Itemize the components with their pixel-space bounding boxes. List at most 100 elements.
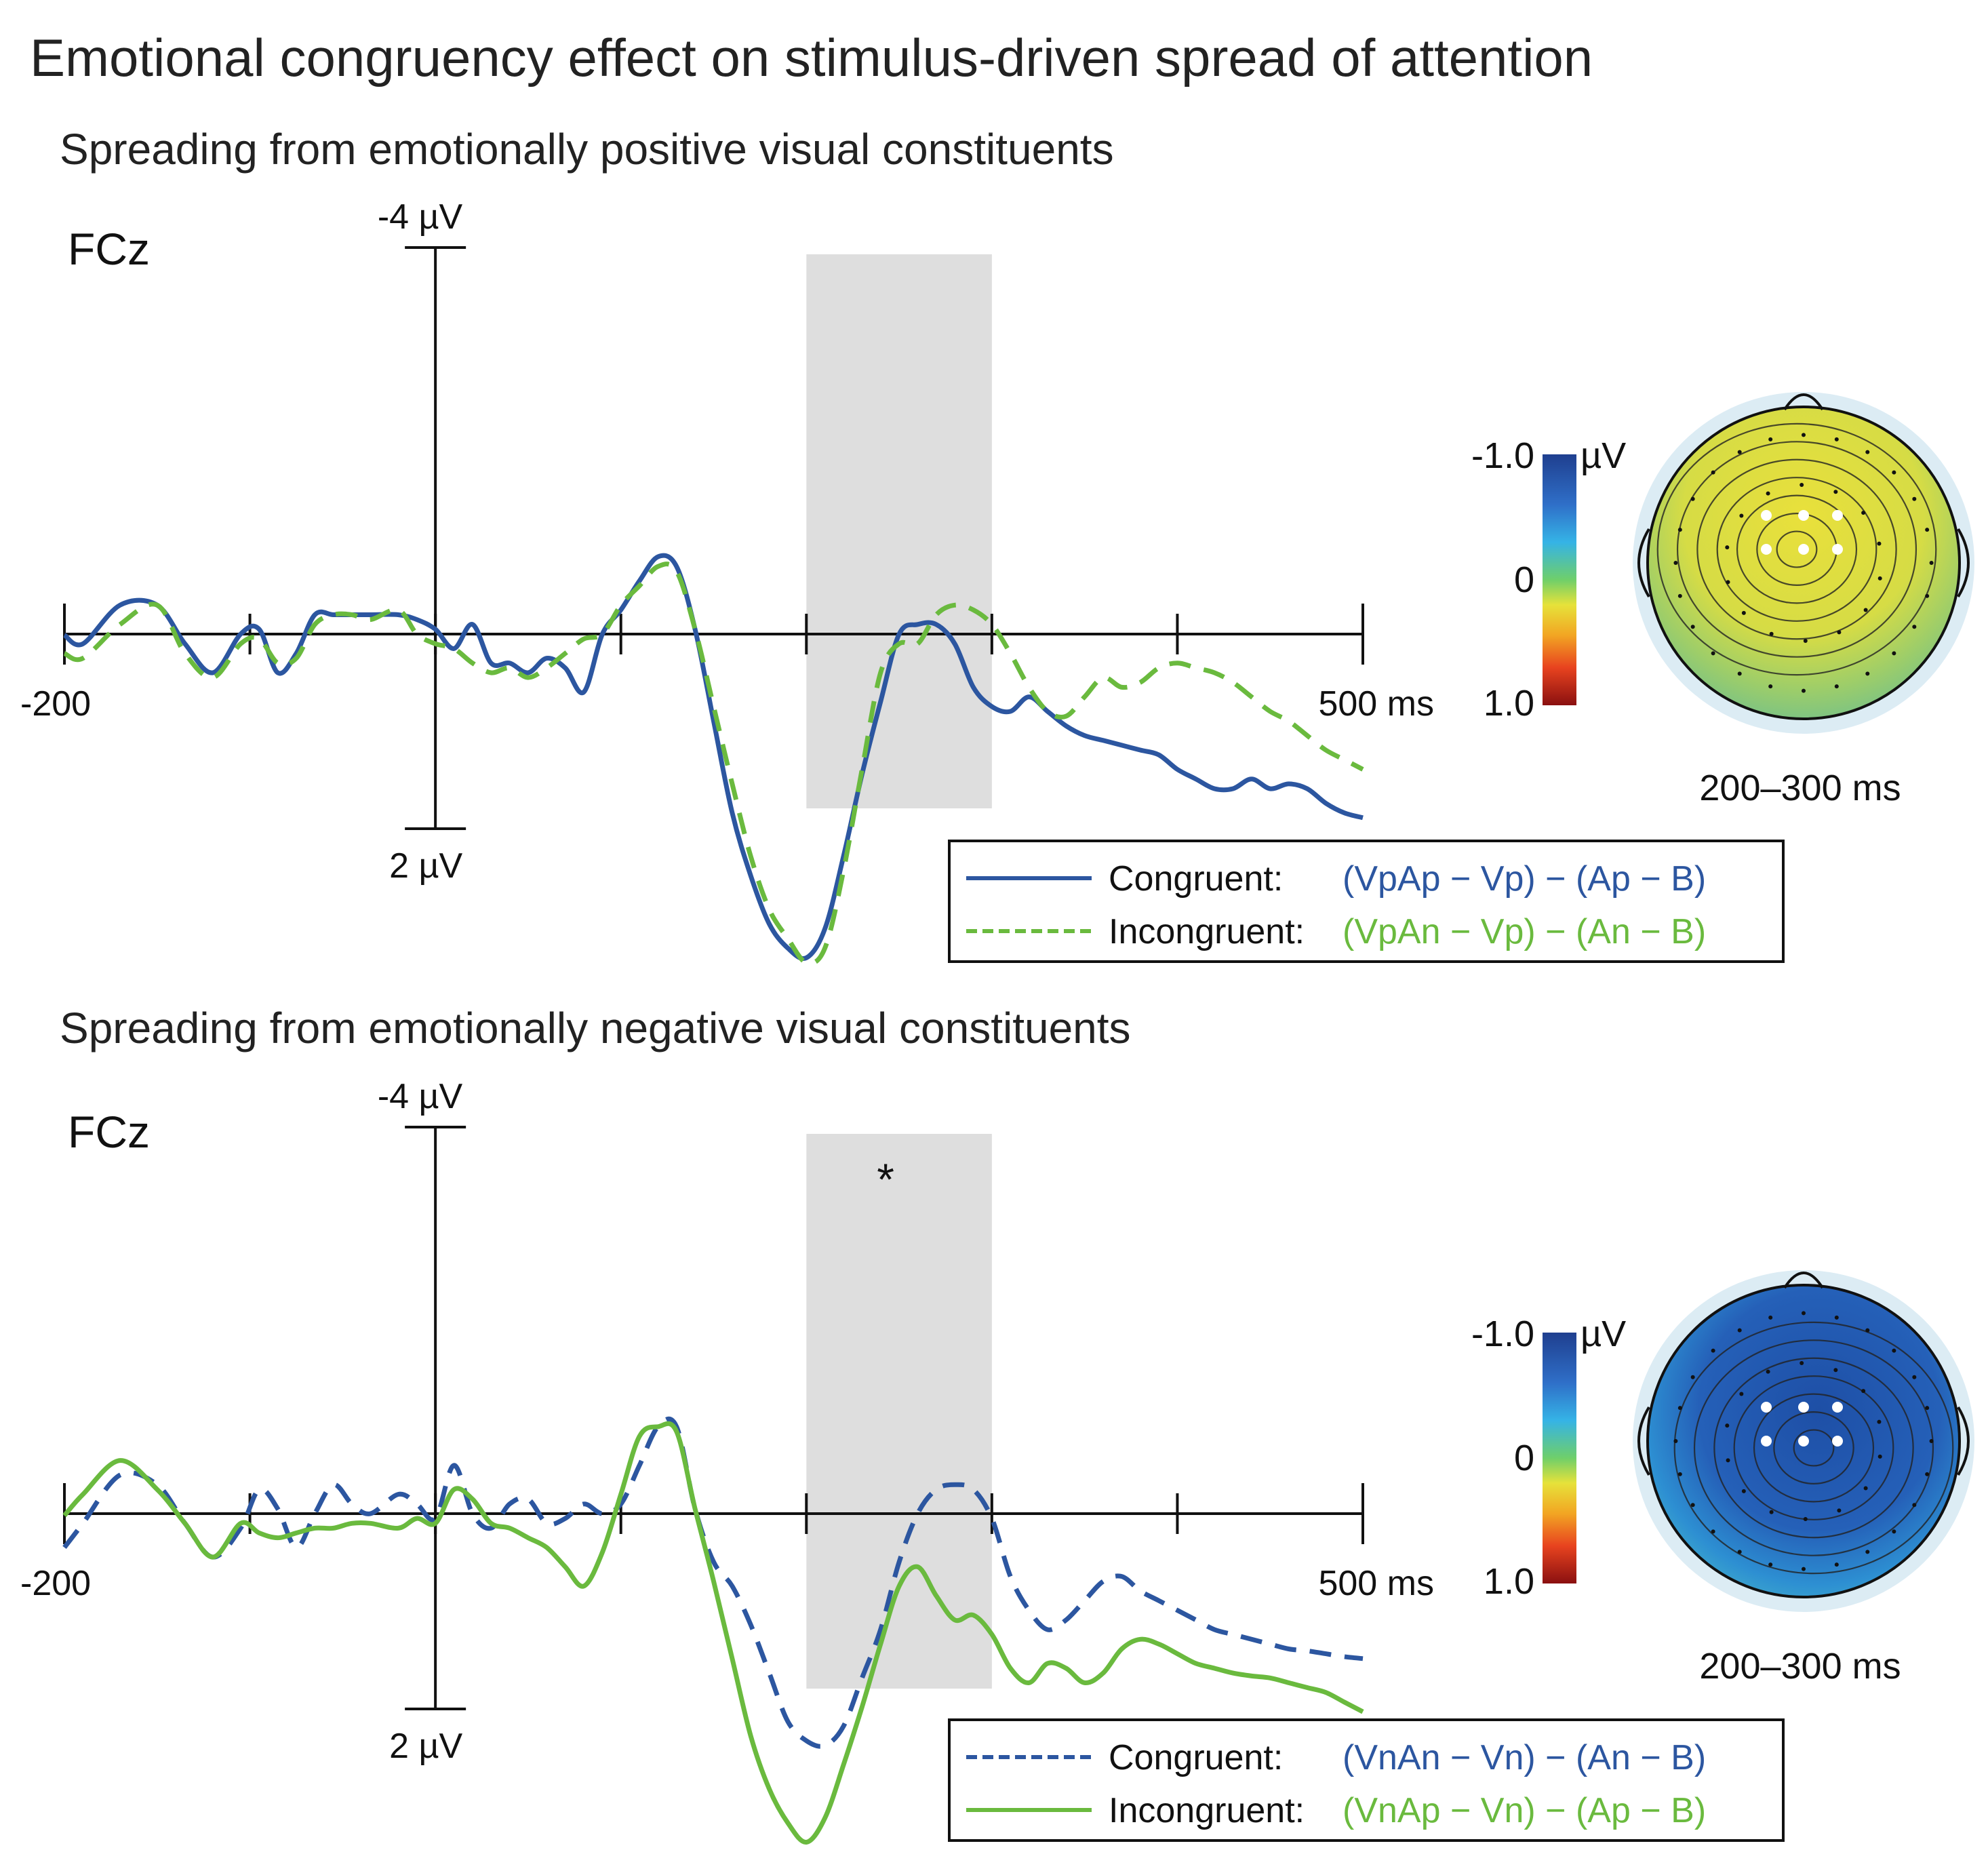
topomap-electrode (1800, 483, 1804, 488)
topomap-contour (1656, 422, 1937, 676)
topomap-contour (1776, 530, 1818, 568)
topomap-electrode (1690, 625, 1695, 629)
topomap-electrode (1677, 1472, 1682, 1476)
electrode-label: FCz (68, 1107, 150, 1157)
topomap-electrode (1803, 638, 1808, 643)
topomap-head (1646, 406, 1961, 720)
topomap-electrode (1925, 528, 1930, 532)
topomap-electrode (1726, 1458, 1730, 1463)
topomap-roi-electrode (1832, 1402, 1843, 1413)
topomap-electrode (1865, 671, 1870, 676)
topomap-electrode (1802, 1567, 1806, 1571)
topomap-electrode (1929, 561, 1934, 565)
topomap-roi-electrode (1798, 1436, 1809, 1446)
topomap-electrode (1768, 1315, 1773, 1320)
topomap-electrode (1834, 684, 1839, 689)
topomap-electrode (1803, 1516, 1808, 1521)
topomap-electrode (1769, 631, 1774, 636)
topomap-electrode (1892, 1348, 1896, 1353)
time-window-highlight (806, 1134, 992, 1689)
colorbar-mid-label: 0 (1514, 559, 1534, 600)
topomap-electrode (1741, 1489, 1746, 1493)
series-line-congruent (62, 1416, 1364, 1749)
topomap-electrode (1833, 1368, 1838, 1373)
figure-title: Emotional congruency effect on stimulus-… (30, 28, 1593, 87)
topomap-contour (1693, 1339, 1934, 1556)
topomap-electrode (1690, 1503, 1695, 1508)
topomap-roi-electrode (1761, 1402, 1772, 1413)
topomap-right-ear (1957, 1406, 1970, 1476)
topomap-electrode (1892, 651, 1896, 656)
topomap-contour (1713, 1357, 1914, 1539)
legend-box (948, 1718, 1785, 1842)
x-start-label: -200 (20, 684, 91, 724)
topomap-contour (1793, 1429, 1835, 1467)
topomap-electrode (1741, 610, 1746, 615)
topomap-left-ear (1637, 1406, 1650, 1476)
topomap-electrode (1737, 450, 1742, 454)
topomap-roi-electrode (1798, 544, 1809, 555)
topomap-electrode (1802, 1311, 1806, 1316)
topomap-electrode (1861, 1389, 1866, 1394)
colorbar-bottom-label: 1.0 (1484, 683, 1534, 724)
topomap-electrode (1766, 1369, 1770, 1374)
colorbar-top-label: -1.0 (1471, 1314, 1534, 1354)
topomap-electrode (1834, 437, 1839, 441)
colorbar-unit: µV (1581, 1314, 1626, 1354)
topomap-roi-electrode (1832, 544, 1843, 555)
panel-positive: Spreading from emotionally positive visu… (20, 125, 1974, 966)
legend-formula: (VpAn − Vp) − (An − B) (1343, 912, 1706, 951)
y-top-label: -4 µV (378, 197, 463, 237)
legend-formula: (VnAn − Vn) − (An − B) (1343, 1738, 1706, 1777)
topomap-electrode (1912, 625, 1917, 629)
colorbar-mid-label: 0 (1514, 1438, 1534, 1478)
significance-marker: * (877, 1154, 894, 1204)
series-line-incongruent (63, 562, 1364, 966)
y-bottom-label: 2 µV (389, 846, 462, 886)
topomap-contour (1733, 1375, 1894, 1520)
topomap-electrode (1690, 1375, 1695, 1379)
colorbar (1543, 454, 1576, 705)
topomap-electrode (1737, 1550, 1742, 1554)
topomap-contour (1696, 458, 1897, 640)
topomap-electrode (1737, 671, 1742, 676)
topomap-right-ear (1957, 528, 1970, 598)
legend-box (948, 840, 1785, 963)
series-line-congruent (62, 553, 1364, 961)
topomap-electrode (1863, 608, 1868, 612)
topomap-electrode (1725, 545, 1730, 550)
topomap-electrode (1766, 491, 1770, 496)
topomap-electrode (1673, 561, 1678, 565)
colorbar-unit: µV (1581, 435, 1626, 476)
topomap-electrode (1892, 1529, 1896, 1534)
topomap-electrode (1865, 450, 1870, 454)
topomap-electrode (1768, 684, 1773, 689)
topomap-nose (1783, 1272, 1824, 1289)
topomap-electrode (1711, 1348, 1715, 1353)
topomap-electrode (1739, 513, 1744, 518)
topomap-contour (1773, 1411, 1854, 1485)
topomap-electrode (1737, 1328, 1742, 1333)
topomap-electrode (1802, 433, 1806, 437)
topomap-electrode (1711, 470, 1715, 475)
topomap-electrode (1802, 688, 1806, 693)
topomap-electrode (1925, 1472, 1930, 1476)
x-end-label: 500 ms (1318, 1564, 1434, 1603)
topomap-electrode (1865, 1328, 1870, 1333)
topomap-electrode (1863, 1486, 1868, 1491)
y-bottom-label: 2 µV (389, 1727, 462, 1766)
topomap-electrode (1837, 1508, 1842, 1513)
panel-subtitle: Spreading from emotionally negative visu… (60, 1004, 1131, 1052)
panel-subtitle: Spreading from emotionally positive visu… (60, 125, 1114, 174)
topomap-electrode (1800, 1361, 1804, 1366)
topomap-electrode (1711, 651, 1715, 656)
topomap-electrode (1865, 1550, 1870, 1554)
topomap-electrode (1892, 470, 1896, 475)
topomap-contour (1716, 477, 1877, 622)
topomap-roi-electrode (1798, 1402, 1809, 1413)
topomap-roi-electrode (1798, 510, 1809, 521)
topomap-electrode (1690, 496, 1695, 501)
topomap-electrode (1711, 1529, 1715, 1534)
topomap-electrode (1677, 528, 1682, 532)
